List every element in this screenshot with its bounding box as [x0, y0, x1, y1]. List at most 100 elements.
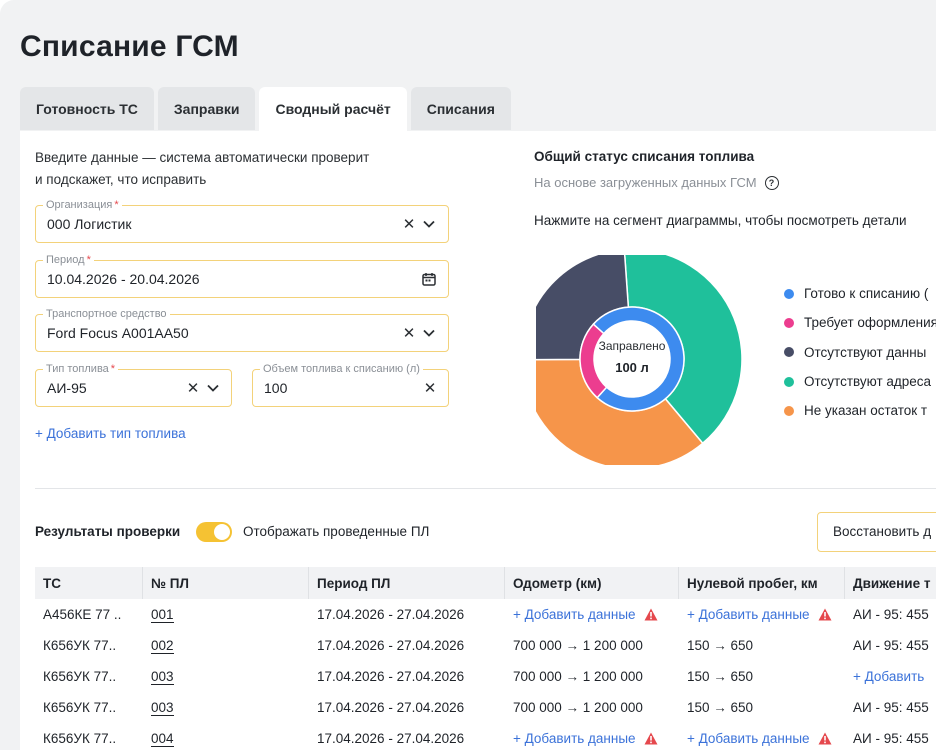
- table-row[interactable]: К656УК 77.. 002 17.04.2026 - 27.04.2026 700…: [35, 630, 936, 661]
- waybill-link[interactable]: 001: [151, 606, 174, 623]
- organization-value: 000 Логистик: [47, 216, 132, 232]
- column-header[interactable]: ТС: [35, 567, 143, 599]
- add-fuel-type-link[interactable]: + Добавить тип топлива: [35, 426, 186, 441]
- legend-item-missing-addresses[interactable]: Отсутствуют адреса: [784, 367, 936, 396]
- vehicle-value: Ford Focus А001АА50: [47, 325, 189, 341]
- legend-item-no-remainder[interactable]: Не указан остаток т: [784, 396, 936, 425]
- table-row[interactable]: К656УК 77.. 003 17.04.2026 - 27.04.2026 700…: [35, 661, 936, 692]
- organization-select[interactable]: Организация * 000 Логистик ✕: [35, 198, 449, 243]
- chevron-down-icon[interactable]: [420, 215, 438, 233]
- clear-icon[interactable]: ✕: [402, 325, 416, 342]
- table-header: ТС № ПЛ Период ПЛ Одометр (км) Нулевой п…: [35, 567, 936, 599]
- cell-zero-mileage[interactable]: + Добавить данные: [679, 599, 845, 630]
- column-header[interactable]: Движение т: [845, 567, 936, 599]
- waybill-link[interactable]: 003: [151, 668, 174, 685]
- legend-item-missing-data[interactable]: Отсутствуют данны: [784, 338, 936, 367]
- cell-waybill-number[interactable]: 004: [143, 723, 309, 750]
- add-data-link[interactable]: + Добавить: [853, 669, 925, 684]
- section-divider: [35, 488, 936, 489]
- legend-dot: [784, 347, 794, 358]
- cell-odometer: 700 000 → 1 200 000: [513, 669, 643, 684]
- cell-zero-mileage[interactable]: + Добавить данные: [679, 723, 845, 750]
- tab-vehicle-readiness[interactable]: Готовность ТС: [20, 87, 154, 130]
- warning-icon: [644, 608, 658, 621]
- cell-waybill-number[interactable]: 001: [143, 599, 309, 630]
- legend-item-ready[interactable]: Готово к списанию (: [784, 279, 936, 308]
- cell-waybill-number[interactable]: 003: [143, 692, 309, 723]
- period-field[interactable]: Период * 10.04.2026 - 20.04.2026: [35, 253, 449, 298]
- restore-button[interactable]: Восстановить д: [817, 512, 936, 552]
- add-data-link[interactable]: + Добавить данные: [513, 731, 636, 746]
- vehicle-label: Транспортное средство: [43, 307, 170, 321]
- legend-item-needs-processing[interactable]: Требует оформления: [784, 308, 936, 337]
- chart-hint: Нажмите на сегмент диаграммы, чтобы посм…: [534, 213, 907, 228]
- column-header[interactable]: Период ПЛ: [309, 567, 505, 599]
- column-header[interactable]: Нулевой пробег, км: [679, 567, 845, 599]
- table-row[interactable]: К656УК 77.. 004 17.04.2026 - 27.04.2026 + Д…: [35, 723, 936, 750]
- cell-period: 17.04.2026 - 27.04.2026: [317, 700, 465, 715]
- cell-zero-mileage: 150 → 650: [687, 638, 754, 653]
- fuel-volume-label: Объем топлива к списанию (л): [260, 362, 423, 376]
- table-row[interactable]: А456КЕ 77 .. 001 17.04.2026 - 27.04.2026 + …: [35, 599, 936, 630]
- waybill-link[interactable]: 002: [151, 637, 174, 654]
- status-title: Общий статус списания топлива: [534, 149, 755, 164]
- page-title: Списание ГСМ: [20, 30, 239, 63]
- cell-vehicle: К656УК 77..: [43, 638, 117, 653]
- help-icon[interactable]: ?: [764, 175, 779, 190]
- donut-center-label: Заправлено: [599, 339, 666, 353]
- tab-summary-calculation[interactable]: Сводный расчёт: [259, 87, 407, 131]
- add-data-link[interactable]: + Добавить данные: [687, 731, 810, 746]
- cell-vehicle: К656УК 77..: [43, 669, 117, 684]
- vehicle-select[interactable]: Транспортное средство Ford Focus А001АА5…: [35, 307, 449, 352]
- cell-odometer: 700 000 → 1 200 000: [513, 638, 643, 653]
- warning-icon: [818, 732, 832, 745]
- cell-fuel-movement[interactable]: + Добавить: [845, 661, 936, 692]
- legend-label: Отсутствуют данны: [804, 344, 927, 360]
- waybill-link[interactable]: 004: [151, 730, 174, 747]
- legend-label: Готово к списанию (: [804, 286, 929, 302]
- add-data-link[interactable]: + Добавить данные: [687, 607, 810, 622]
- clear-icon[interactable]: ✕: [402, 216, 416, 233]
- cell-odometer[interactable]: + Добавить данные: [505, 599, 679, 630]
- cell-period: 17.04.2026 - 27.04.2026: [317, 638, 465, 653]
- fuel-status-donut-chart[interactable]: Заправлено 100 л: [536, 255, 758, 465]
- results-table: ТС № ПЛ Период ПЛ Одометр (км) Нулевой п…: [35, 567, 936, 750]
- cell-period: 17.04.2026 - 27.04.2026: [317, 731, 465, 746]
- table-row[interactable]: К656УК 77.. 003 17.04.2026 - 27.04.2026 700…: [35, 692, 936, 723]
- cell-waybill-number[interactable]: 002: [143, 630, 309, 661]
- cell-vehicle: А456КЕ 77 ..: [43, 607, 122, 622]
- clear-icon[interactable]: ✕: [186, 380, 200, 397]
- add-data-link[interactable]: + Добавить данные: [513, 607, 636, 622]
- cell-odometer: 700 000 → 1 200 000: [513, 700, 643, 715]
- waybill-link[interactable]: 003: [151, 699, 174, 716]
- cell-waybill-number[interactable]: 003: [143, 661, 309, 692]
- chevron-down-icon[interactable]: [204, 379, 222, 397]
- fuel-volume-value: 100: [264, 380, 288, 396]
- show-posted-toggle[interactable]: [196, 522, 232, 542]
- fuel-type-select[interactable]: Тип топлива * АИ-95 ✕: [35, 362, 232, 407]
- calendar-icon[interactable]: [420, 270, 438, 288]
- legend-dot: [784, 317, 794, 328]
- donut-center-value: 100 л: [615, 360, 649, 375]
- cell-odometer[interactable]: + Добавить данные: [505, 723, 679, 750]
- chevron-down-icon[interactable]: [420, 324, 438, 342]
- cell-vehicle: К656УК 77..: [43, 700, 117, 715]
- organization-label: Организация *: [43, 198, 122, 212]
- status-subtitle-text: На основе загруженных данных ГСМ: [534, 175, 757, 190]
- results-title: Результаты проверки: [35, 524, 181, 539]
- intro-line-1: Введите данные — система автоматически п…: [35, 150, 370, 165]
- fuel-volume-input[interactable]: Объем топлива к списанию (л) 100 ✕: [252, 362, 449, 407]
- tab-bar: Готовность ТС Заправки Сводный расчёт Сп…: [20, 87, 515, 131]
- warning-icon: [644, 732, 658, 745]
- column-header[interactable]: № ПЛ: [143, 567, 309, 599]
- cell-period: 17.04.2026 - 27.04.2026: [317, 669, 465, 684]
- tab-write-offs[interactable]: Списания: [410, 87, 511, 130]
- clear-icon[interactable]: ✕: [423, 380, 437, 397]
- form-intro: Введите данные — система автоматически п…: [35, 147, 435, 191]
- fuel-type-label: Тип топлива *: [43, 362, 119, 376]
- donut-center: [594, 321, 670, 397]
- tab-refuelings[interactable]: Заправки: [157, 87, 256, 130]
- column-header[interactable]: Одометр (км): [505, 567, 679, 599]
- legend-label: Требует оформления: [804, 315, 936, 331]
